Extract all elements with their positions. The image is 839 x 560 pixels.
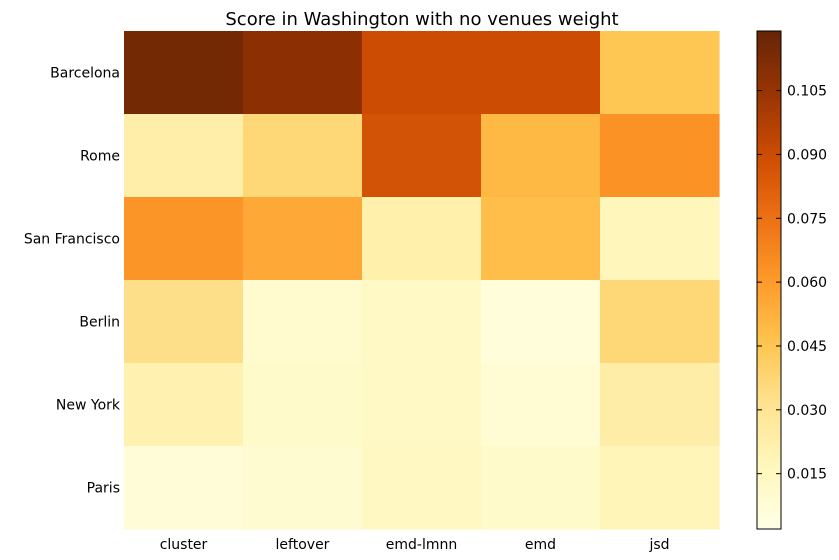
y-tick-label: Barcelona [50,66,120,82]
colorbar-gradient [756,30,782,530]
x-tick-label: emd-lmnn [386,537,457,553]
heatmap-cell-new-york-cluster [124,363,244,447]
colorbar-tick-label: 0.045 [787,339,827,355]
heatmap-cell-berlin-leftover [243,280,363,364]
heatmap-cell-berlin-jsd [600,280,720,364]
heatmap-cell-rome-leftover [243,114,363,198]
heatmap-cell-paris-emd-lmnn [362,446,482,530]
y-tick-label: New York [56,398,121,414]
heatmap-cell-paris-leftover [243,446,363,530]
colorbar-tick-label: 0.105 [787,84,827,100]
heatmap-cell-new-york-emd [481,363,601,447]
y-tick-label: San Francisco [24,232,120,248]
heatmap-cell-new-york-emd-lmnn [362,363,482,447]
chart-title: Score in Washington with no venues weigh… [225,9,618,30]
heatmap-cell-san-francisco-jsd [600,197,720,281]
heatmap-cell-barcelona-leftover [243,31,363,115]
heatmap-cell-barcelona-jsd [600,31,720,115]
colorbar-tick-label: 0.030 [787,403,827,419]
heatmap-cell-rome-jsd [600,114,720,198]
colorbar-tick-label: 0.075 [787,211,827,227]
y-tick-label: Rome [80,149,120,165]
x-tick-label: leftover [276,537,330,553]
heatmap-cell-rome-cluster [124,114,244,198]
heatmap-cell-san-francisco-leftover [243,197,363,281]
heatmap-cell-paris-emd [481,446,601,530]
heatmap-cell-san-francisco-emd [481,197,601,281]
heatmap-cell-berlin-emd [481,280,601,364]
heatmap-cell-paris-cluster [124,446,244,530]
y-tick-label: Paris [87,481,120,497]
y-tick-label: Berlin [79,315,120,331]
heatmap-cell-berlin-emd-lmnn [362,280,482,364]
heatmap-cell-rome-emd-lmnn [362,114,482,198]
heatmap-cell-barcelona-emd-lmnn [362,31,482,115]
colorbar-tick-label: 0.090 [787,147,827,163]
colorbar: 0.015 0.030 0.045 0.060 0.075 0.090 0.105 [756,30,827,530]
heatmap-cell-paris-jsd [600,446,720,530]
colorbar-tick-label: 0.060 [787,275,827,291]
heatmap-cell-barcelona-cluster [124,31,244,115]
heatmap-cells [124,31,720,530]
heatmap-cell-barcelona-emd [481,31,601,115]
colorbar-tick-label: 0.015 [787,467,827,483]
heatmap-cell-san-francisco-cluster [124,197,244,281]
x-tick-label: cluster [160,537,208,553]
heatmap-cell-new-york-jsd [600,363,720,447]
heatmap-cell-rome-emd [481,114,601,198]
x-tick-labels: cluster leftover emd-lmnn emd jsd [160,537,670,553]
heatmap-cell-new-york-leftover [243,363,363,447]
x-tick-label: emd [525,537,556,553]
y-tick-labels: Barcelona Rome San Francisco Berlin New York… [24,66,121,497]
heatmap-cell-berlin-cluster [124,280,244,364]
x-tick-label: jsd [648,537,669,553]
heatmap-cell-san-francisco-emd-lmnn [362,197,482,281]
